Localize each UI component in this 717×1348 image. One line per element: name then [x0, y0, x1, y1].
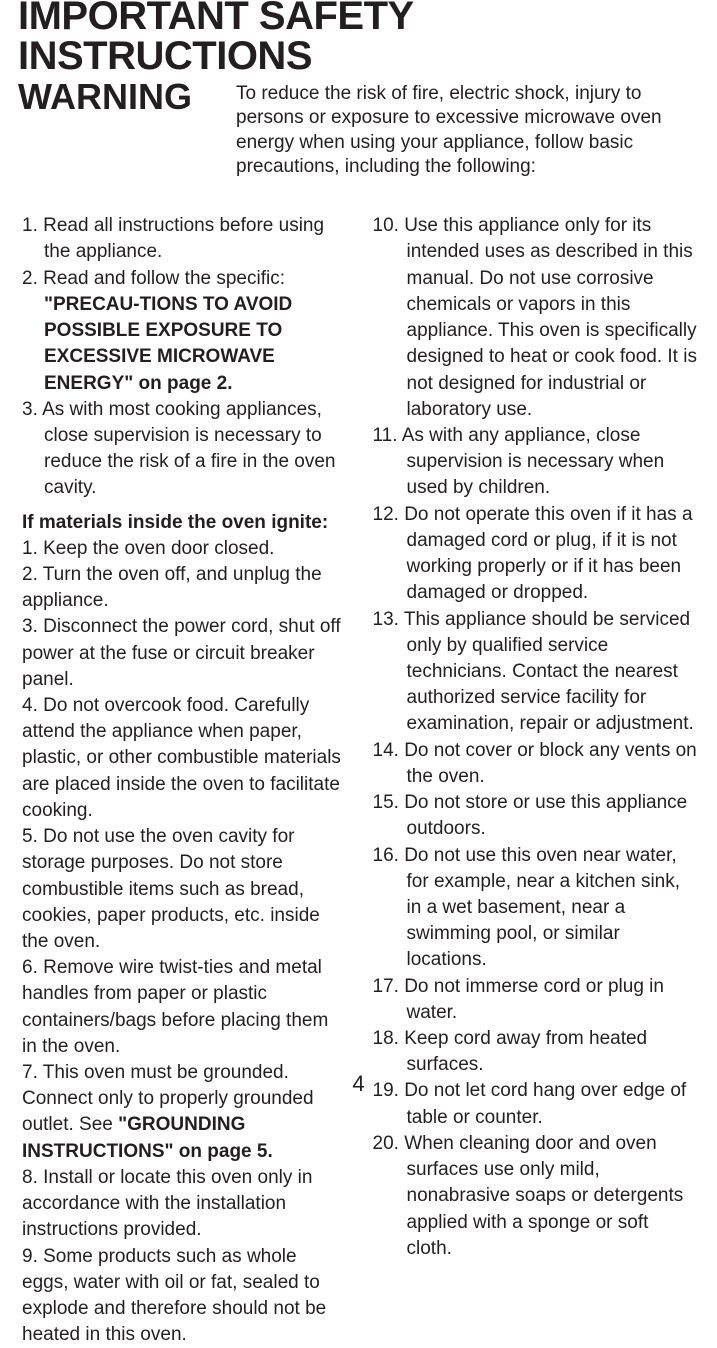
subtitle: WARNING	[18, 76, 192, 118]
list-item: 10. Use this appliance only for its inte…	[373, 213, 700, 423]
list-item: 11. As with any appliance, close supervi…	[373, 423, 700, 502]
page-title: IMPORTANT SAFETY INSTRUCTIONS	[18, 0, 699, 76]
list-item: 15. Do not store or use this appliance o…	[373, 790, 700, 842]
page-number: 4	[0, 1071, 717, 1097]
list-item: 3. Disconnect the power cord, shut off p…	[22, 614, 345, 693]
section-heading-ignite: If materials inside the oven ignite:	[22, 512, 345, 534]
header-row: WARNING To reduce the risk of fire, elec…	[18, 76, 699, 179]
warning-heading: WARNING	[18, 76, 192, 117]
list-item: 12. Do not operate this oven if it has a…	[373, 502, 700, 607]
item-2-bold: "PRECAU-TIONS TO AVOID POSSIBLE EXPOSURE…	[44, 294, 292, 394]
list-item: 17. Do not immerse cord or plug in water…	[373, 974, 700, 1026]
body-columns: 1. Read all instructions before using th…	[18, 213, 699, 1348]
list-item: 2. Turn the oven off, and unplug the app…	[22, 562, 345, 614]
list-item: 6. Remove wire twist-ties and metal hand…	[22, 955, 345, 1060]
list-item: 13. This appliance should be serviced on…	[373, 607, 700, 738]
list-item: 1. Keep the oven door closed.	[22, 536, 345, 562]
intro-text-wrap: To reduce the risk of fire, electric sho…	[192, 76, 699, 179]
list-item: 5. Do not use the oven cavity for storag…	[22, 824, 345, 955]
list-item: 16. Do not use this oven near water, for…	[373, 843, 700, 974]
list-item: 14. Do not cover or block any vents on t…	[373, 738, 700, 790]
list-item: 2. Read and follow the specific: "PRECAU…	[22, 266, 345, 397]
intro-text: To reduce the risk of fire, electric sho…	[236, 82, 699, 179]
list-item: 20. When cleaning door and oven surfaces…	[373, 1131, 700, 1262]
list-item: 9. Some products such as whole eggs, wat…	[22, 1244, 345, 1348]
right-column: 10. Use this appliance only for its inte…	[359, 213, 700, 1348]
list-item: 8. Install or locate this oven only in a…	[22, 1165, 345, 1244]
left-column: 1. Read all instructions before using th…	[18, 213, 359, 1348]
item-2-lead: 2. Read and follow the specific:	[22, 268, 285, 289]
list-item: 4. Do not overcook food. Carefully atten…	[22, 693, 345, 824]
list-item: 3. As with most cooking appliances, clos…	[22, 397, 345, 502]
list-item: 1. Read all instructions before using th…	[22, 213, 345, 265]
